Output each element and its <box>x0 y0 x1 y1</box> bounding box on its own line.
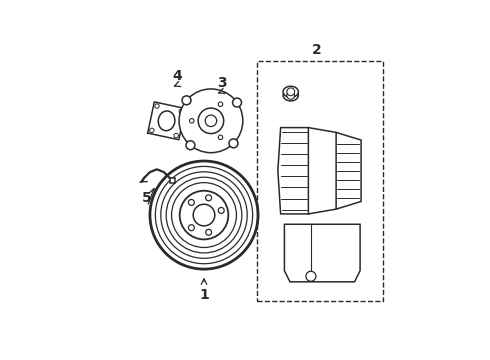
Circle shape <box>233 98 242 107</box>
Circle shape <box>218 102 223 107</box>
Circle shape <box>235 100 239 105</box>
Text: 2: 2 <box>311 43 321 57</box>
Circle shape <box>306 271 316 281</box>
Circle shape <box>190 118 194 123</box>
Circle shape <box>179 89 243 153</box>
Circle shape <box>155 104 159 108</box>
Circle shape <box>188 143 193 148</box>
Circle shape <box>206 229 212 235</box>
Bar <box>170 177 175 183</box>
Polygon shape <box>278 127 308 214</box>
Circle shape <box>287 91 294 99</box>
Bar <box>257 61 383 301</box>
Circle shape <box>184 98 189 103</box>
Circle shape <box>149 128 154 132</box>
Circle shape <box>179 109 184 113</box>
Ellipse shape <box>283 90 298 101</box>
Polygon shape <box>284 224 360 282</box>
Circle shape <box>182 96 191 105</box>
Circle shape <box>206 195 212 201</box>
Circle shape <box>174 133 178 138</box>
Circle shape <box>150 161 258 269</box>
Polygon shape <box>336 132 361 209</box>
Text: 3: 3 <box>217 76 227 90</box>
Circle shape <box>218 135 223 140</box>
Circle shape <box>229 139 238 148</box>
Circle shape <box>231 141 236 145</box>
Circle shape <box>189 225 195 231</box>
Circle shape <box>218 207 224 213</box>
Circle shape <box>287 88 294 96</box>
Text: 4: 4 <box>173 69 183 84</box>
Ellipse shape <box>283 86 298 97</box>
Circle shape <box>189 199 195 206</box>
Text: 1: 1 <box>199 288 209 302</box>
Circle shape <box>186 141 195 150</box>
Text: 5: 5 <box>142 192 152 206</box>
